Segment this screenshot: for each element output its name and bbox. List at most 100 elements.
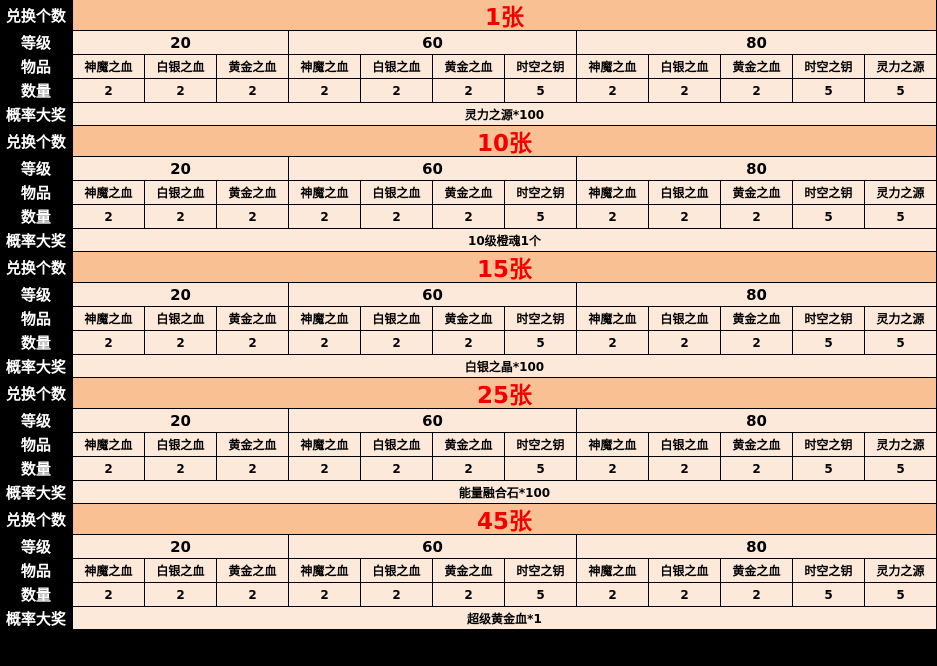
quantity-cell: 2	[73, 205, 145, 229]
quantity-cell: 5	[505, 331, 577, 355]
item-cell: 神魔之血	[577, 559, 649, 583]
item-cell: 黄金之血	[217, 181, 289, 205]
grand-prize-value: 10级橙魂1个	[73, 229, 937, 252]
item-cell: 时空之钥	[505, 433, 577, 457]
quantity-cell: 2	[361, 331, 433, 355]
exchange-count-label: 兑换个数	[0, 126, 73, 157]
level-header: 20	[73, 409, 289, 433]
item-cell: 神魔之血	[73, 307, 145, 331]
exchange-count-title: 45张	[73, 504, 937, 535]
item-label: 物品	[0, 433, 73, 457]
quantity-cell: 2	[721, 583, 793, 607]
item-cell: 时空之钥	[505, 559, 577, 583]
item-label: 物品	[0, 55, 73, 79]
item-cell: 白银之血	[361, 559, 433, 583]
quantity-cell: 2	[217, 205, 289, 229]
item-cell: 黄金之血	[721, 433, 793, 457]
item-label: 物品	[0, 181, 73, 205]
item-cell: 神魔之血	[73, 433, 145, 457]
item-cell: 灵力之源	[865, 181, 937, 205]
item-cell: 白银之血	[145, 181, 217, 205]
level-header: 20	[73, 283, 289, 307]
quantity-cell: 2	[73, 79, 145, 103]
quantity-cell: 2	[145, 79, 217, 103]
quantity-cell: 2	[145, 205, 217, 229]
item-cell: 黄金之血	[721, 181, 793, 205]
level-header: 20	[73, 31, 289, 55]
quantity-cell: 5	[865, 331, 937, 355]
item-cell: 白银之血	[145, 433, 217, 457]
quantity-cell: 5	[793, 79, 865, 103]
level-header: 80	[577, 31, 937, 55]
quantity-cell: 2	[145, 457, 217, 481]
item-cell: 白银之血	[649, 55, 721, 79]
item-label: 物品	[0, 307, 73, 331]
quantity-cell: 2	[649, 583, 721, 607]
item-cell: 黄金之血	[721, 307, 793, 331]
item-cell: 灵力之源	[865, 307, 937, 331]
exchange-count-label: 兑换个数	[0, 0, 73, 31]
exchange-count-title: 25张	[73, 378, 937, 409]
quantity-cell: 2	[433, 205, 505, 229]
quantity-cell: 2	[649, 457, 721, 481]
quantity-cell: 2	[721, 457, 793, 481]
item-cell: 白银之血	[649, 433, 721, 457]
item-cell: 神魔之血	[73, 559, 145, 583]
level-header: 60	[289, 31, 577, 55]
grand-prize-label: 概率大奖	[0, 481, 73, 504]
exchange-count-label: 兑换个数	[0, 504, 73, 535]
quantity-cell: 2	[145, 331, 217, 355]
quantity-cell: 2	[433, 457, 505, 481]
item-cell: 神魔之血	[289, 307, 361, 331]
quantity-cell: 2	[721, 331, 793, 355]
exchange-block: 兑换个数 25张 等级 20 60 80 物品 神魔之血 白银之血 黄金之血 神…	[0, 378, 937, 504]
level-header: 60	[289, 283, 577, 307]
level-header: 80	[577, 535, 937, 559]
item-cell: 时空之钥	[505, 181, 577, 205]
exchange-block: 兑换个数 45张 等级 20 60 80 物品 神魔之血 白银之血 黄金之血 神…	[0, 504, 937, 630]
quantity-cell: 5	[865, 457, 937, 481]
exchange-block: 兑换个数 15张 等级 20 60 80 物品 神魔之血 白银之血 黄金之血 神…	[0, 252, 937, 378]
quantity-cell: 2	[289, 583, 361, 607]
quantity-cell: 2	[73, 457, 145, 481]
quantity-cell: 2	[73, 583, 145, 607]
level-header: 20	[73, 535, 289, 559]
item-cell: 黄金之血	[433, 55, 505, 79]
quantity-cell: 5	[505, 583, 577, 607]
exchange-block: 兑换个数 10张 等级 20 60 80 物品 神魔之血 白银之血 黄金之血 神…	[0, 126, 937, 252]
item-cell: 神魔之血	[577, 181, 649, 205]
quantity-label: 数量	[0, 457, 73, 481]
item-cell: 黄金之血	[433, 433, 505, 457]
quantity-cell: 2	[361, 583, 433, 607]
item-cell: 白银之血	[145, 307, 217, 331]
item-cell: 灵力之源	[865, 55, 937, 79]
grand-prize-value: 能量融合石*100	[73, 481, 937, 504]
quantity-label: 数量	[0, 79, 73, 103]
level-header: 80	[577, 157, 937, 181]
item-cell: 白银之血	[649, 559, 721, 583]
item-cell: 灵力之源	[865, 559, 937, 583]
quantity-cell: 2	[217, 583, 289, 607]
quantity-cell: 5	[505, 79, 577, 103]
item-cell: 黄金之血	[217, 55, 289, 79]
quantity-cell: 2	[721, 205, 793, 229]
grand-prize-label: 概率大奖	[0, 103, 73, 126]
item-cell: 黄金之血	[433, 181, 505, 205]
quantity-cell: 2	[361, 205, 433, 229]
item-cell: 黄金之血	[217, 433, 289, 457]
item-cell: 时空之钥	[505, 307, 577, 331]
exchange-count-title: 1张	[73, 0, 937, 31]
item-cell: 神魔之血	[289, 181, 361, 205]
exchange-count-title: 10张	[73, 126, 937, 157]
item-cell: 时空之钥	[793, 307, 865, 331]
quantity-cell: 5	[793, 457, 865, 481]
item-cell: 白银之血	[361, 307, 433, 331]
item-cell: 白银之血	[145, 55, 217, 79]
item-cell: 白银之血	[145, 559, 217, 583]
item-cell: 神魔之血	[289, 559, 361, 583]
quantity-cell: 2	[289, 205, 361, 229]
exchange-count-label: 兑换个数	[0, 252, 73, 283]
item-cell: 神魔之血	[577, 433, 649, 457]
quantity-cell: 5	[793, 583, 865, 607]
quantity-cell: 2	[217, 331, 289, 355]
